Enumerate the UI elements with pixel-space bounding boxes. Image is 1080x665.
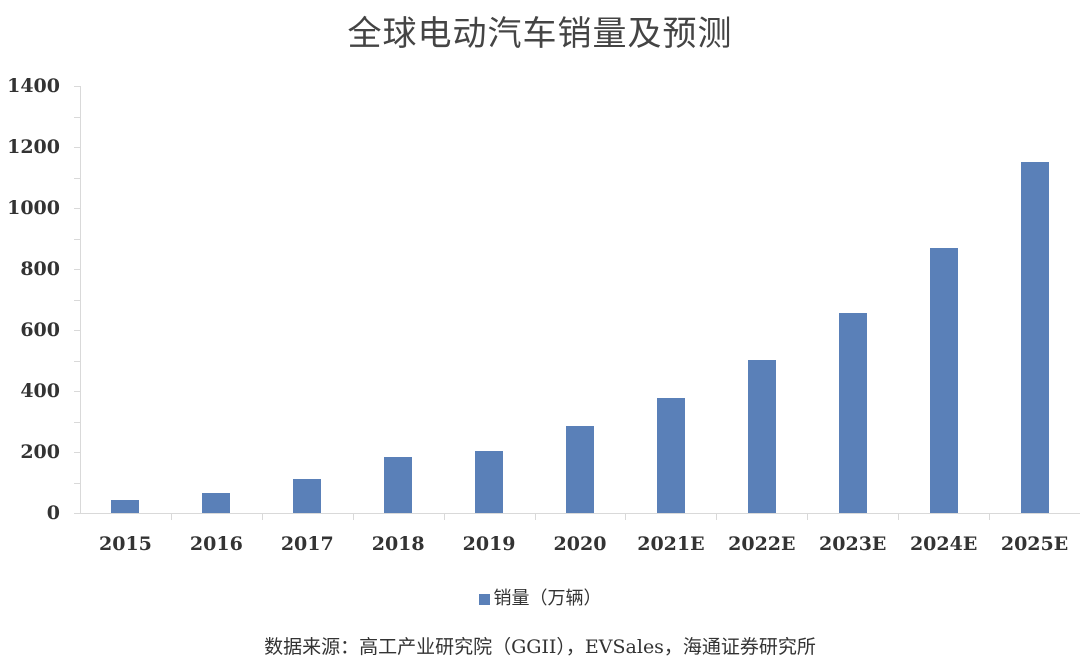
x-tick-label: 2020 (553, 533, 607, 555)
legend-label: 销量（万辆） (493, 588, 602, 609)
x-tick-label: 2018 (371, 533, 425, 555)
source-note: 数据来源：高工产业研究院（GGII），EVSales，海通证券研究所 (264, 636, 816, 658)
y-tick (74, 86, 80, 87)
x-tick (807, 513, 809, 520)
bar-2025E (1020, 162, 1049, 513)
bar-2019 (475, 451, 504, 513)
x-tick-label: 2024E (909, 533, 978, 555)
x-tick-label: 2022E (728, 533, 796, 555)
y-tick-label: 1400 (7, 75, 60, 97)
chart-title: 全球电动汽车销量及预测 (347, 14, 733, 54)
x-tick-label: 2015 (99, 533, 152, 555)
y-tick (74, 147, 80, 148)
x-tick (625, 513, 627, 520)
x-tick-label: 2021E (637, 533, 705, 555)
y-tick (74, 177, 80, 179)
x-tick-label: 2017 (280, 533, 334, 555)
bar-2023E (838, 312, 867, 513)
y-tick-label: 1200 (7, 136, 60, 158)
bar-2022E (747, 359, 776, 513)
bar-2017 (293, 478, 322, 513)
x-tick (898, 513, 900, 520)
y-tick (74, 360, 80, 362)
y-tick-label: 200 (20, 441, 60, 463)
x-tick (170, 513, 172, 520)
bar-2020 (566, 425, 594, 513)
y-tick (74, 238, 80, 240)
x-tick (443, 513, 445, 520)
bar-2018 (384, 456, 413, 513)
y-tick-label: 600 (20, 319, 60, 341)
legend: 销量（万辆） (0, 584, 1080, 610)
y-tick (74, 482, 80, 484)
bar-2015 (111, 500, 140, 513)
x-tick-label: 2019 (462, 533, 516, 555)
bar-2024E (929, 247, 958, 513)
bar-2016 (202, 493, 231, 513)
x-axis (80, 513, 1080, 514)
y-tick (74, 391, 80, 392)
y-tick-label: 400 (20, 380, 60, 402)
x-tick (352, 513, 354, 520)
x-tick (989, 513, 991, 520)
x-tick (261, 513, 263, 520)
x-tick (716, 513, 718, 520)
x-tick (534, 513, 536, 520)
x-tick-label: 2025E (1000, 533, 1069, 555)
y-axis (80, 86, 81, 514)
y-tick-label: 1000 (7, 197, 60, 219)
y-tick (74, 269, 80, 270)
x-tick-label: 2023E (819, 533, 887, 555)
y-tick (74, 330, 80, 331)
legend-swatch-icon (478, 593, 490, 605)
bar-2021E (656, 397, 685, 513)
y-tick (74, 513, 80, 514)
y-tick (74, 299, 80, 301)
y-tick-label: 0 (46, 502, 60, 524)
x-tick-label: 2016 (189, 533, 243, 555)
y-tick (74, 452, 80, 453)
y-tick (74, 421, 80, 423)
y-tick (74, 208, 80, 209)
y-tick (74, 116, 80, 118)
y-tick-label: 800 (20, 258, 60, 280)
